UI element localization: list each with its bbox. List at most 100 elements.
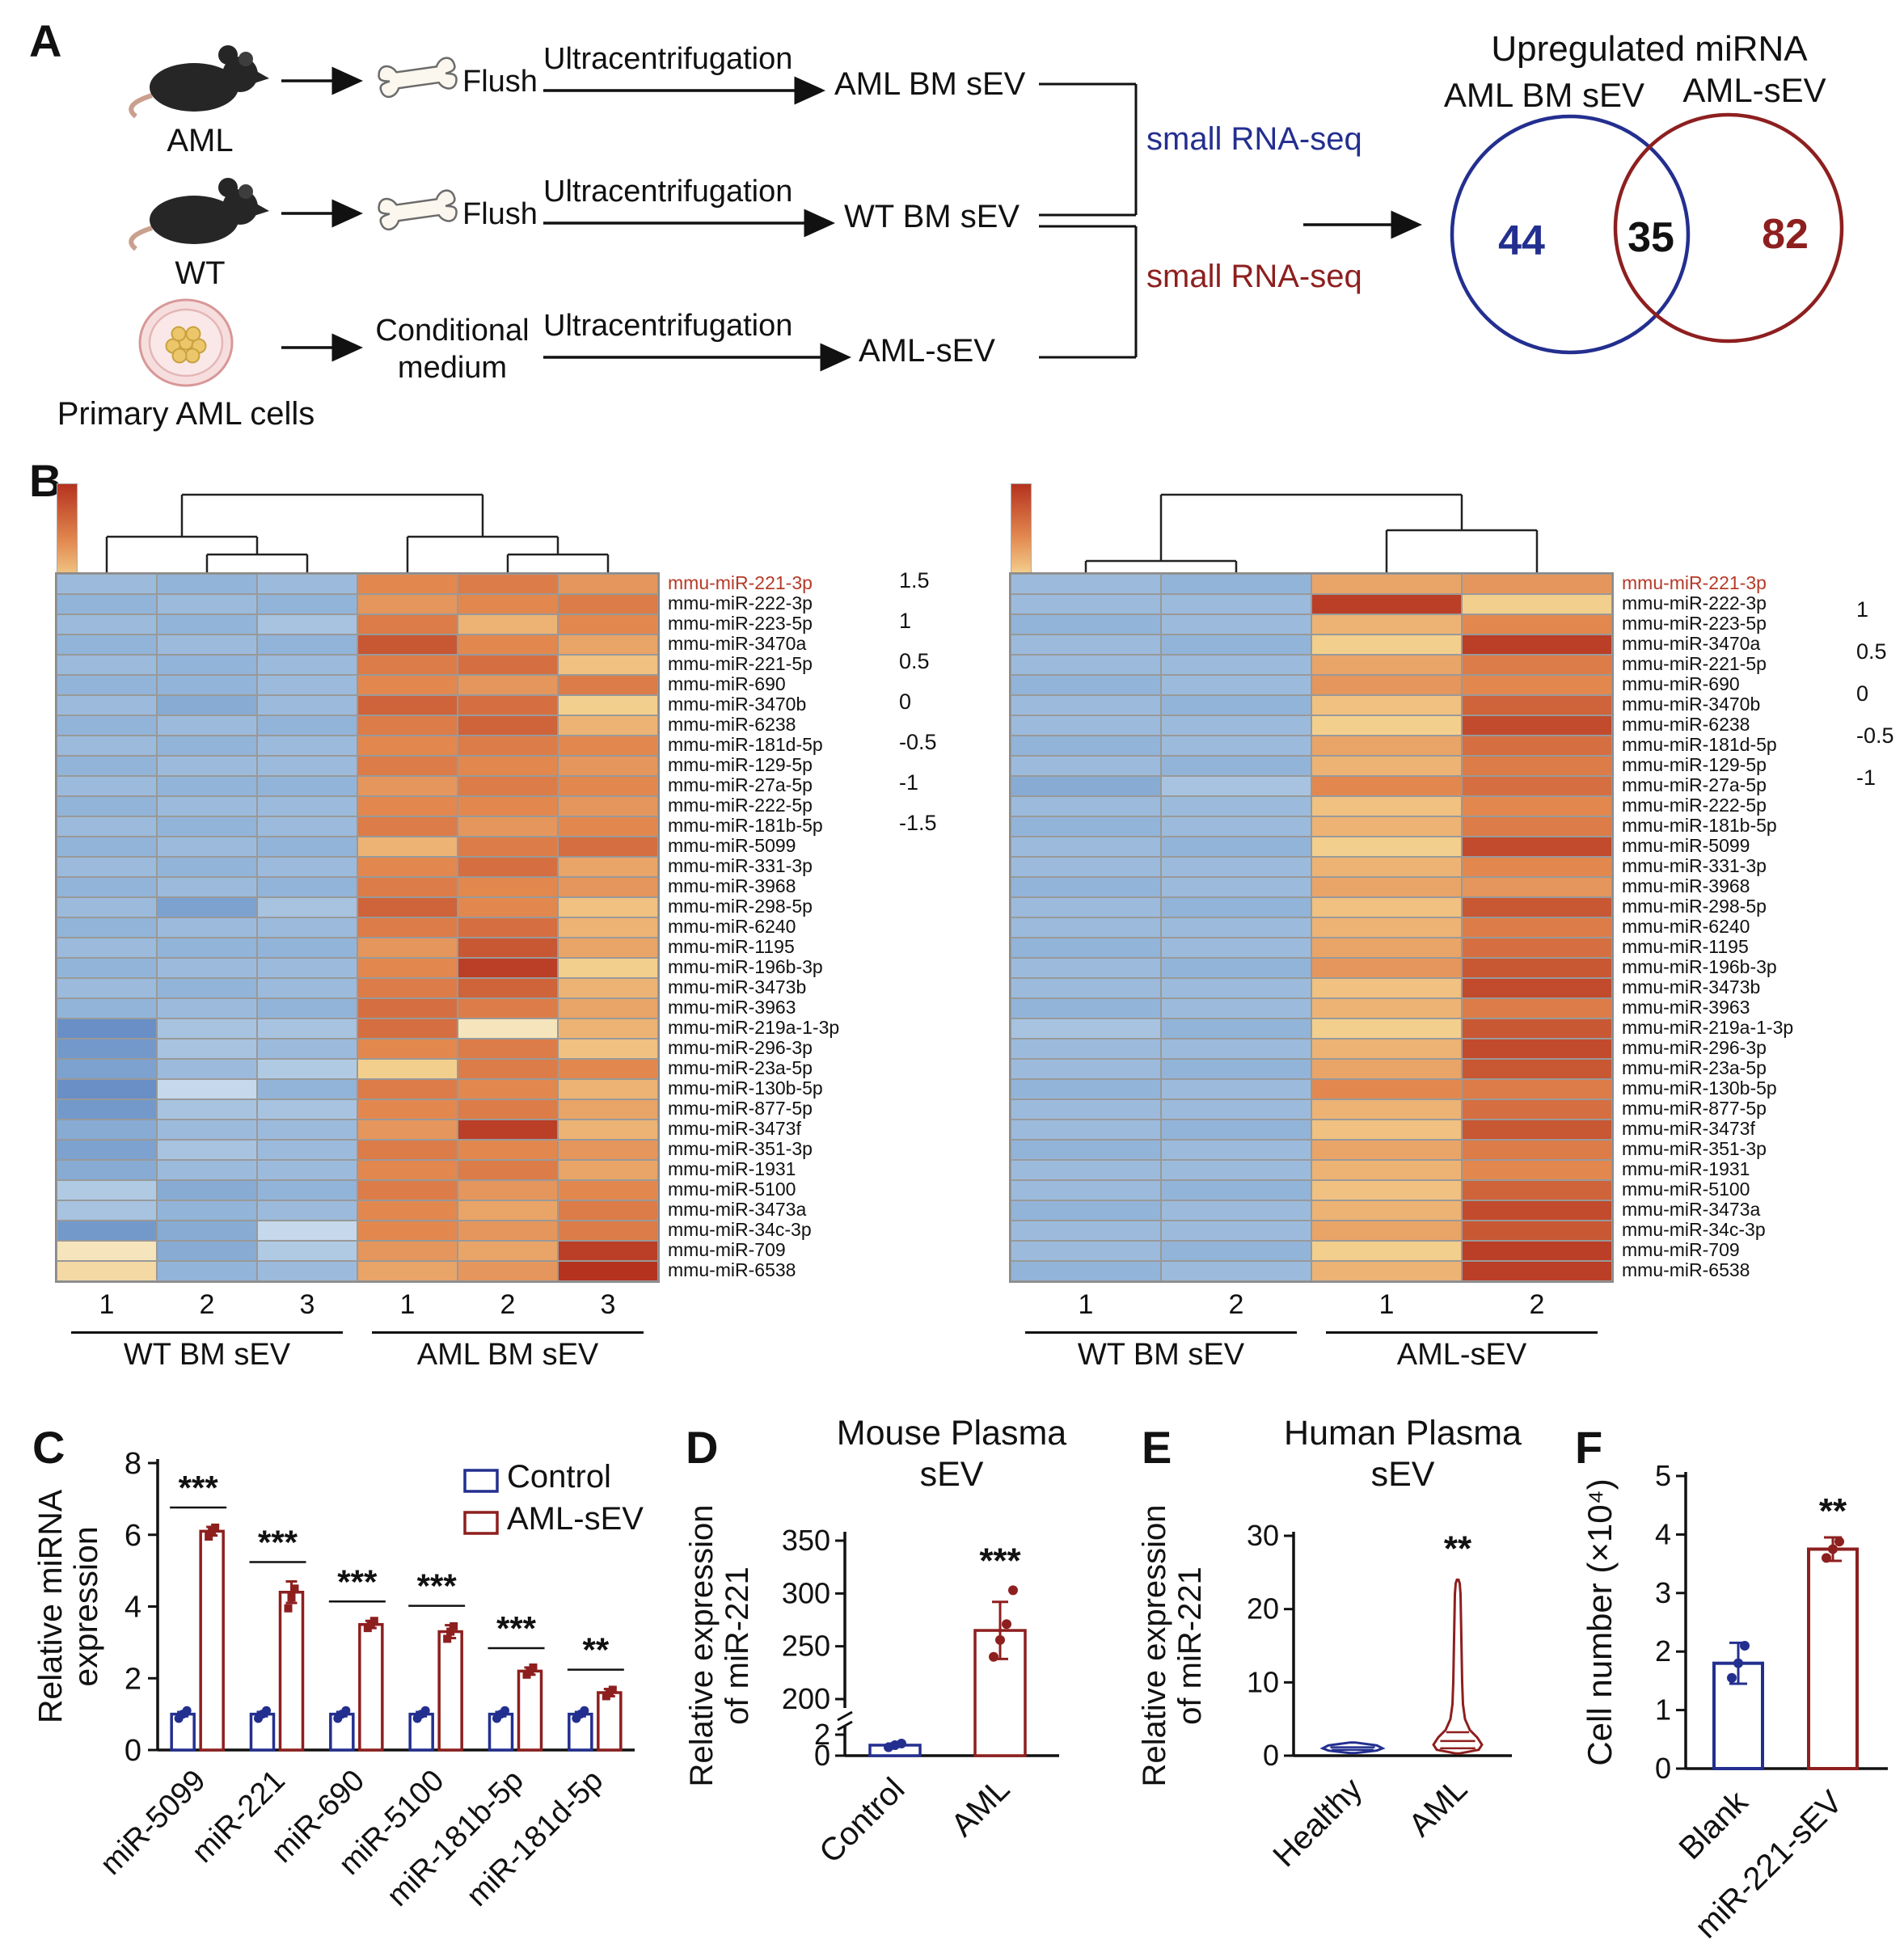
heatmap-cell xyxy=(1462,978,1612,998)
heatmap-cell xyxy=(357,1079,458,1099)
heatmap-cell xyxy=(1161,877,1311,897)
heatmap-cell xyxy=(1011,938,1161,958)
heatmap-cell xyxy=(257,1059,357,1079)
heatmap-cell xyxy=(1462,1018,1612,1039)
heatmap-cell xyxy=(57,998,157,1018)
y-tick-label: 200 xyxy=(782,1682,830,1715)
step-ultracentrifugation-2: Ultracentrifugation xyxy=(543,175,793,209)
heatmap-cell xyxy=(1161,614,1311,635)
heatmap-cell xyxy=(558,715,658,736)
heatmap-cell xyxy=(357,635,458,655)
heatmap-cell xyxy=(1462,594,1612,614)
heatmap-cell xyxy=(1462,917,1612,938)
heatmap-row-label: mmu-miR-351-3p xyxy=(1622,1138,1767,1159)
heatmap-cell xyxy=(558,1241,658,1261)
step-conditional-line1: Conditional xyxy=(375,314,530,348)
heatmap-row-label: mmu-miR-3963 xyxy=(1622,997,1750,1018)
heatmap-row-label: mmu-miR-130b-5p xyxy=(668,1077,823,1099)
x-tick-label: miR-181d-5p xyxy=(460,1764,610,1913)
heatmap-cell xyxy=(357,1180,458,1200)
y-tick-label: 10 xyxy=(1247,1665,1279,1698)
heatmap-column-number: 2 xyxy=(199,1289,215,1320)
heatmap-row-label: mmu-miR-3473a xyxy=(1622,1199,1761,1220)
heatmap-cell xyxy=(157,715,257,736)
heatmap-cell xyxy=(257,816,357,837)
heatmap-cell xyxy=(1161,574,1311,594)
heatmap-cell xyxy=(357,958,458,978)
heatmap-cell xyxy=(57,958,157,978)
significance-label: *** xyxy=(979,1541,1021,1580)
heatmap-cell xyxy=(257,837,357,857)
venn-left-count: 44 xyxy=(1498,217,1545,264)
heatmap-cell xyxy=(257,1039,357,1059)
heatmap-cell xyxy=(1462,877,1612,897)
heatmap-cell xyxy=(157,1079,257,1099)
heatmap-cell xyxy=(1462,736,1612,756)
panel-e-label: E xyxy=(1142,1422,1172,1473)
subject-label-wt: WT xyxy=(175,255,226,291)
heatmap-cell xyxy=(1161,816,1311,837)
data-point xyxy=(529,1663,538,1672)
heatmap-cell xyxy=(458,816,558,837)
heatmap-cell xyxy=(1161,1180,1311,1200)
heatmap-right: mmu-miR-221-3p mmu-miR-222-3p mmu-miR-223-… xyxy=(1009,483,1904,1385)
heatmap-cell xyxy=(558,776,658,796)
mouse-icon xyxy=(129,45,269,119)
data-point xyxy=(450,1621,458,1630)
heatmap-row-label: mmu-miR-27a-5p xyxy=(1622,774,1767,795)
data-point xyxy=(1008,1585,1018,1596)
heatmap-cell xyxy=(257,1120,357,1140)
heatmap-cell xyxy=(357,1120,458,1140)
colorbar-tick-label: 0.5 xyxy=(1856,639,1887,664)
heatmap-cell xyxy=(1011,998,1161,1018)
heatmap-row-label: mmu-miR-222-3p xyxy=(1622,592,1767,614)
heatmap-cell xyxy=(357,1099,458,1120)
heatmap-cell xyxy=(357,1200,458,1221)
y-tick-label: 4 xyxy=(125,1591,141,1625)
heatmap-cell xyxy=(458,1120,558,1140)
heatmap-cell xyxy=(1161,635,1311,655)
heatmap-cell xyxy=(1011,594,1161,614)
heatmap-cell xyxy=(157,877,257,897)
heatmap-cell xyxy=(57,635,157,655)
heatmap-cell xyxy=(1311,938,1462,958)
heatmap-cell xyxy=(458,1039,558,1059)
colorbar-tick-label: -0.5 xyxy=(899,730,937,754)
heatmap-cell xyxy=(1161,1099,1311,1120)
heatmap-cell xyxy=(1161,1039,1311,1059)
heatmap-cell xyxy=(357,675,458,695)
heatmap-cell xyxy=(1161,917,1311,938)
heatmap-cell xyxy=(57,1241,157,1261)
heatmap-cell xyxy=(1011,1221,1161,1241)
heatmap-cell xyxy=(1011,695,1161,715)
heatmap-cell xyxy=(458,1099,558,1120)
heatmap-cell xyxy=(1462,655,1612,675)
heatmap-cell xyxy=(558,1160,658,1180)
heatmap-cell xyxy=(57,736,157,756)
heatmap-cell xyxy=(1462,1059,1612,1079)
heatmap-cell xyxy=(257,857,357,877)
heatmap-cell xyxy=(257,635,357,655)
panel-b-label: B xyxy=(29,455,62,506)
bar-aml-sev xyxy=(597,1691,623,1752)
heatmap-row-label: mmu-miR-181b-5p xyxy=(1622,815,1777,836)
heatmap-cell xyxy=(1161,998,1311,1018)
panel-d-label: D xyxy=(686,1422,719,1473)
y-axis-title: expression xyxy=(67,1526,104,1686)
heatmap-cell xyxy=(357,1018,458,1039)
heatmap-cell xyxy=(157,837,257,857)
heatmap-cell xyxy=(1462,574,1612,594)
venn-title: Upregulated miRNA xyxy=(1491,29,1808,69)
heatmap-cell xyxy=(1011,877,1161,897)
chart-title-human-plasma: Human Plasma sEV xyxy=(1257,1413,1548,1495)
heatmap-cell xyxy=(57,594,157,614)
heatmap-cell xyxy=(157,917,257,938)
bar-aml-sev xyxy=(437,1630,463,1752)
heatmap-row-label: mmu-miR-5100 xyxy=(1622,1179,1750,1200)
heatmap-cell xyxy=(1011,1241,1161,1261)
heatmap-cell xyxy=(57,897,157,917)
heatmap-cell xyxy=(458,776,558,796)
heatmap-row-label: mmu-miR-223-5p xyxy=(1622,613,1767,634)
panel-c-label: C xyxy=(32,1422,65,1473)
